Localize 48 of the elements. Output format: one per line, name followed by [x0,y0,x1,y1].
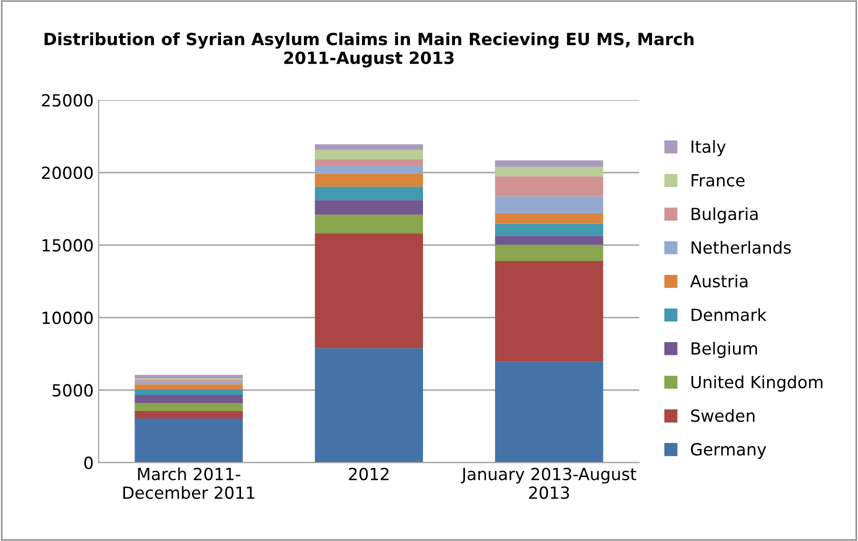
y-tick-label: 10000 [42,312,93,324]
legend-label: Germany [690,443,766,459]
legend-label: United Kingdom [691,375,822,392]
y-tick-label: 25000 [42,94,93,107]
bar [134,374,243,378]
bar [495,362,604,463]
legend-label: Denmark [692,308,767,322]
y-tick-label: 20000 [42,166,93,180]
bar [134,418,243,463]
bar [495,166,604,176]
bar [495,244,604,262]
bar [134,389,243,395]
legend-label: Bulgaria [692,207,758,224]
bar [495,196,604,214]
legend-label: Austria [690,274,748,288]
bar [314,144,423,150]
bar [314,174,423,187]
bar [495,176,604,196]
y-tick-label: 15000 [42,239,93,252]
bar [314,166,423,174]
legend-label: Netherlands [692,240,791,254]
bar [495,213,604,224]
bar [495,261,604,362]
bar [314,214,423,234]
x-tick-label: January 2013-August 2013 [460,468,636,499]
legend-label: Italy [692,140,726,156]
legend-label: Belgium [692,342,757,358]
legend-label: France [692,174,745,187]
y-tick-label: 0 [84,456,93,470]
bar [134,394,243,403]
x-tick-label: 2012 [348,468,388,480]
bar [314,160,423,166]
bar [314,186,423,200]
bar [134,384,243,390]
bar [314,348,423,463]
bar [495,236,604,245]
bar [134,402,243,411]
bar [314,200,423,215]
chart-title: Distribution of Syrian Asylum Claims in Main Recieving EU MS, March 2011-August 2013 [44,32,694,68]
y-tick-label: 5000 [52,384,93,397]
bar [134,382,243,384]
bar [495,160,604,167]
legend-label: Sweden [691,409,754,422]
bar [134,410,243,418]
x-tick-label: March 2011- December 2011 [123,467,254,499]
bar [314,233,423,348]
bar [314,150,423,160]
bar [495,224,604,236]
